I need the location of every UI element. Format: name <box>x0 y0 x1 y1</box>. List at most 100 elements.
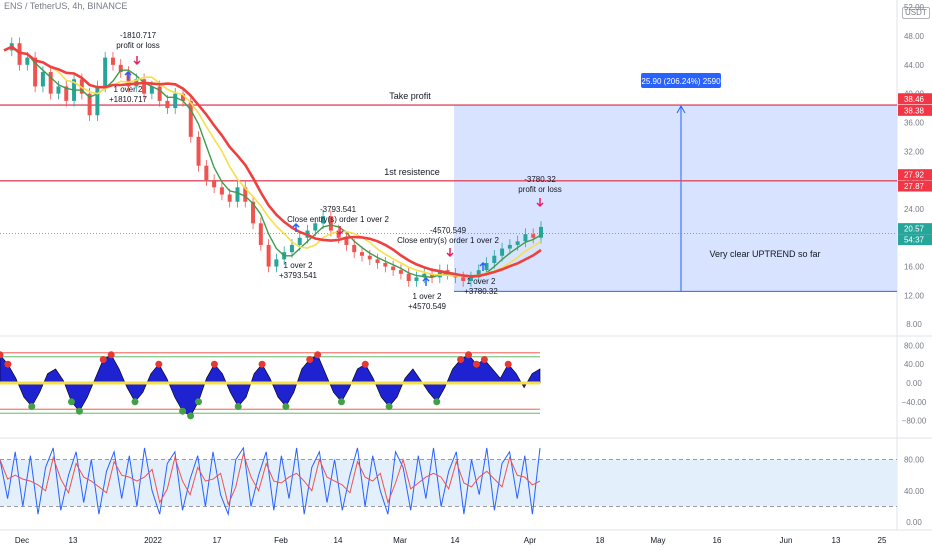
osc-signal-dot <box>195 398 203 406</box>
price-tag-label: 38.46 <box>904 95 925 104</box>
osc-tick-label: −40.00 <box>902 398 927 407</box>
candle-body <box>173 93 178 109</box>
buy-arrow-icon <box>292 222 300 232</box>
price-tick-label: 24.00 <box>904 205 925 214</box>
candle-body <box>383 262 388 267</box>
trade-pnl-label: -3780.32 <box>524 175 556 184</box>
candle-body <box>539 226 543 238</box>
price-tick-label: 8.00 <box>906 320 922 329</box>
candle-body <box>212 180 217 188</box>
time-tick-label: Apr <box>524 536 537 545</box>
currency-tag[interactable]: USDT <box>902 7 930 19</box>
candle-body <box>79 79 84 94</box>
osc-signal-dot <box>457 356 465 363</box>
trade-entry-pnl: +3780.32 <box>464 287 498 296</box>
candle-body <box>328 216 333 231</box>
candle-body <box>188 100 193 137</box>
candle-body <box>500 248 505 256</box>
candle-body <box>476 270 481 278</box>
candle-body <box>103 57 108 87</box>
candle-body <box>149 86 154 94</box>
candle-body <box>251 201 256 224</box>
price-tick-label: 36.00 <box>904 118 925 127</box>
price-tick-label: 44.00 <box>904 61 925 70</box>
candle-body <box>515 241 520 245</box>
time-tick-label: 14 <box>451 536 460 545</box>
trade-entry-label: 1 over 2 <box>284 261 313 270</box>
candle-body <box>437 270 442 278</box>
osc-signal-dot <box>258 360 266 368</box>
candle-body <box>406 273 411 281</box>
time-tick-label: Jun <box>780 536 793 545</box>
candle-body <box>110 57 115 65</box>
candle-body <box>507 244 512 249</box>
candle-body <box>289 244 294 253</box>
level-label: Take profit <box>389 91 431 101</box>
candle-body <box>142 79 147 94</box>
symbol-legend[interactable]: ENS / TetherUS, 4h, BINANCE <box>4 1 128 11</box>
trade-pnl-label: -1810.717 <box>120 31 157 40</box>
trade-pnl-label: -3793.541 <box>320 205 357 214</box>
trade-entry-pnl: +4570.549 <box>408 302 447 311</box>
osc-signal-dot <box>504 360 512 368</box>
candle-body <box>196 136 201 166</box>
osc-signal-dot <box>314 351 322 359</box>
candle-body <box>227 194 232 202</box>
candle-body <box>266 244 271 267</box>
price-tag-box <box>898 104 932 116</box>
candle-body <box>492 255 497 263</box>
stoch-band <box>0 459 897 507</box>
candle-body <box>313 223 318 231</box>
osc-signal-dot <box>131 398 139 406</box>
candle-body <box>25 57 30 65</box>
sell-arrow-icon <box>446 248 454 258</box>
time-tick-label: 13 <box>832 536 841 545</box>
candle-body <box>297 237 302 245</box>
stoch-tick-label: 80.00 <box>904 456 925 465</box>
candle-body <box>360 252 364 256</box>
time-tick-label: Dec <box>15 536 29 545</box>
osc-signal-dot <box>306 356 314 363</box>
price-tag-label: 27.87 <box>904 182 925 191</box>
candle-body <box>258 223 263 245</box>
price-tag-box <box>898 169 932 181</box>
stoch-tick-label: 0.00 <box>906 518 922 527</box>
price-tick-label: 48.00 <box>904 32 925 41</box>
osc-signal-dot <box>75 407 83 415</box>
level-label: 1st resistence <box>384 167 440 177</box>
candle-body <box>64 86 69 101</box>
osc-tick-label: −80.00 <box>902 417 927 426</box>
price-tag-label: 38.38 <box>904 106 925 115</box>
osc-signal-dot <box>187 412 195 420</box>
trade-pnl-sub: profit or loss <box>518 185 562 194</box>
osc-signal-dot <box>385 403 393 410</box>
candle-body <box>391 266 396 271</box>
price-tick-label: 52.00 <box>904 3 925 12</box>
measure-label: 25.90 (206.24%) 2590 <box>641 77 721 86</box>
candle-body <box>56 86 61 94</box>
osc-signal-dot <box>337 398 345 406</box>
osc-signal-dot <box>282 403 290 410</box>
time-tick-label: Mar <box>393 536 407 545</box>
time-tick-label: 17 <box>213 536 222 545</box>
osc-signal-dot <box>234 403 242 410</box>
candle-body <box>181 93 185 101</box>
candle-body <box>398 270 403 274</box>
stoch-k-line <box>0 446 541 517</box>
candle-body <box>484 262 489 271</box>
trade-entry-pnl: +1810.717 <box>109 95 148 104</box>
buy-arrow-icon <box>422 276 430 286</box>
osc-tick-label: 80.00 <box>904 341 925 350</box>
price-tick-label: 12.00 <box>904 291 925 300</box>
candle-body <box>165 100 170 109</box>
price-tag-box <box>898 223 932 235</box>
time-tick-label: 14 <box>334 536 343 545</box>
time-tick-label: 2022 <box>144 536 162 545</box>
candle-body <box>243 187 248 202</box>
candle-body <box>40 72 45 87</box>
time-tick-label: 18 <box>596 536 605 545</box>
price-tag-label: 27.92 <box>904 171 925 180</box>
price-tag-box <box>898 234 932 246</box>
